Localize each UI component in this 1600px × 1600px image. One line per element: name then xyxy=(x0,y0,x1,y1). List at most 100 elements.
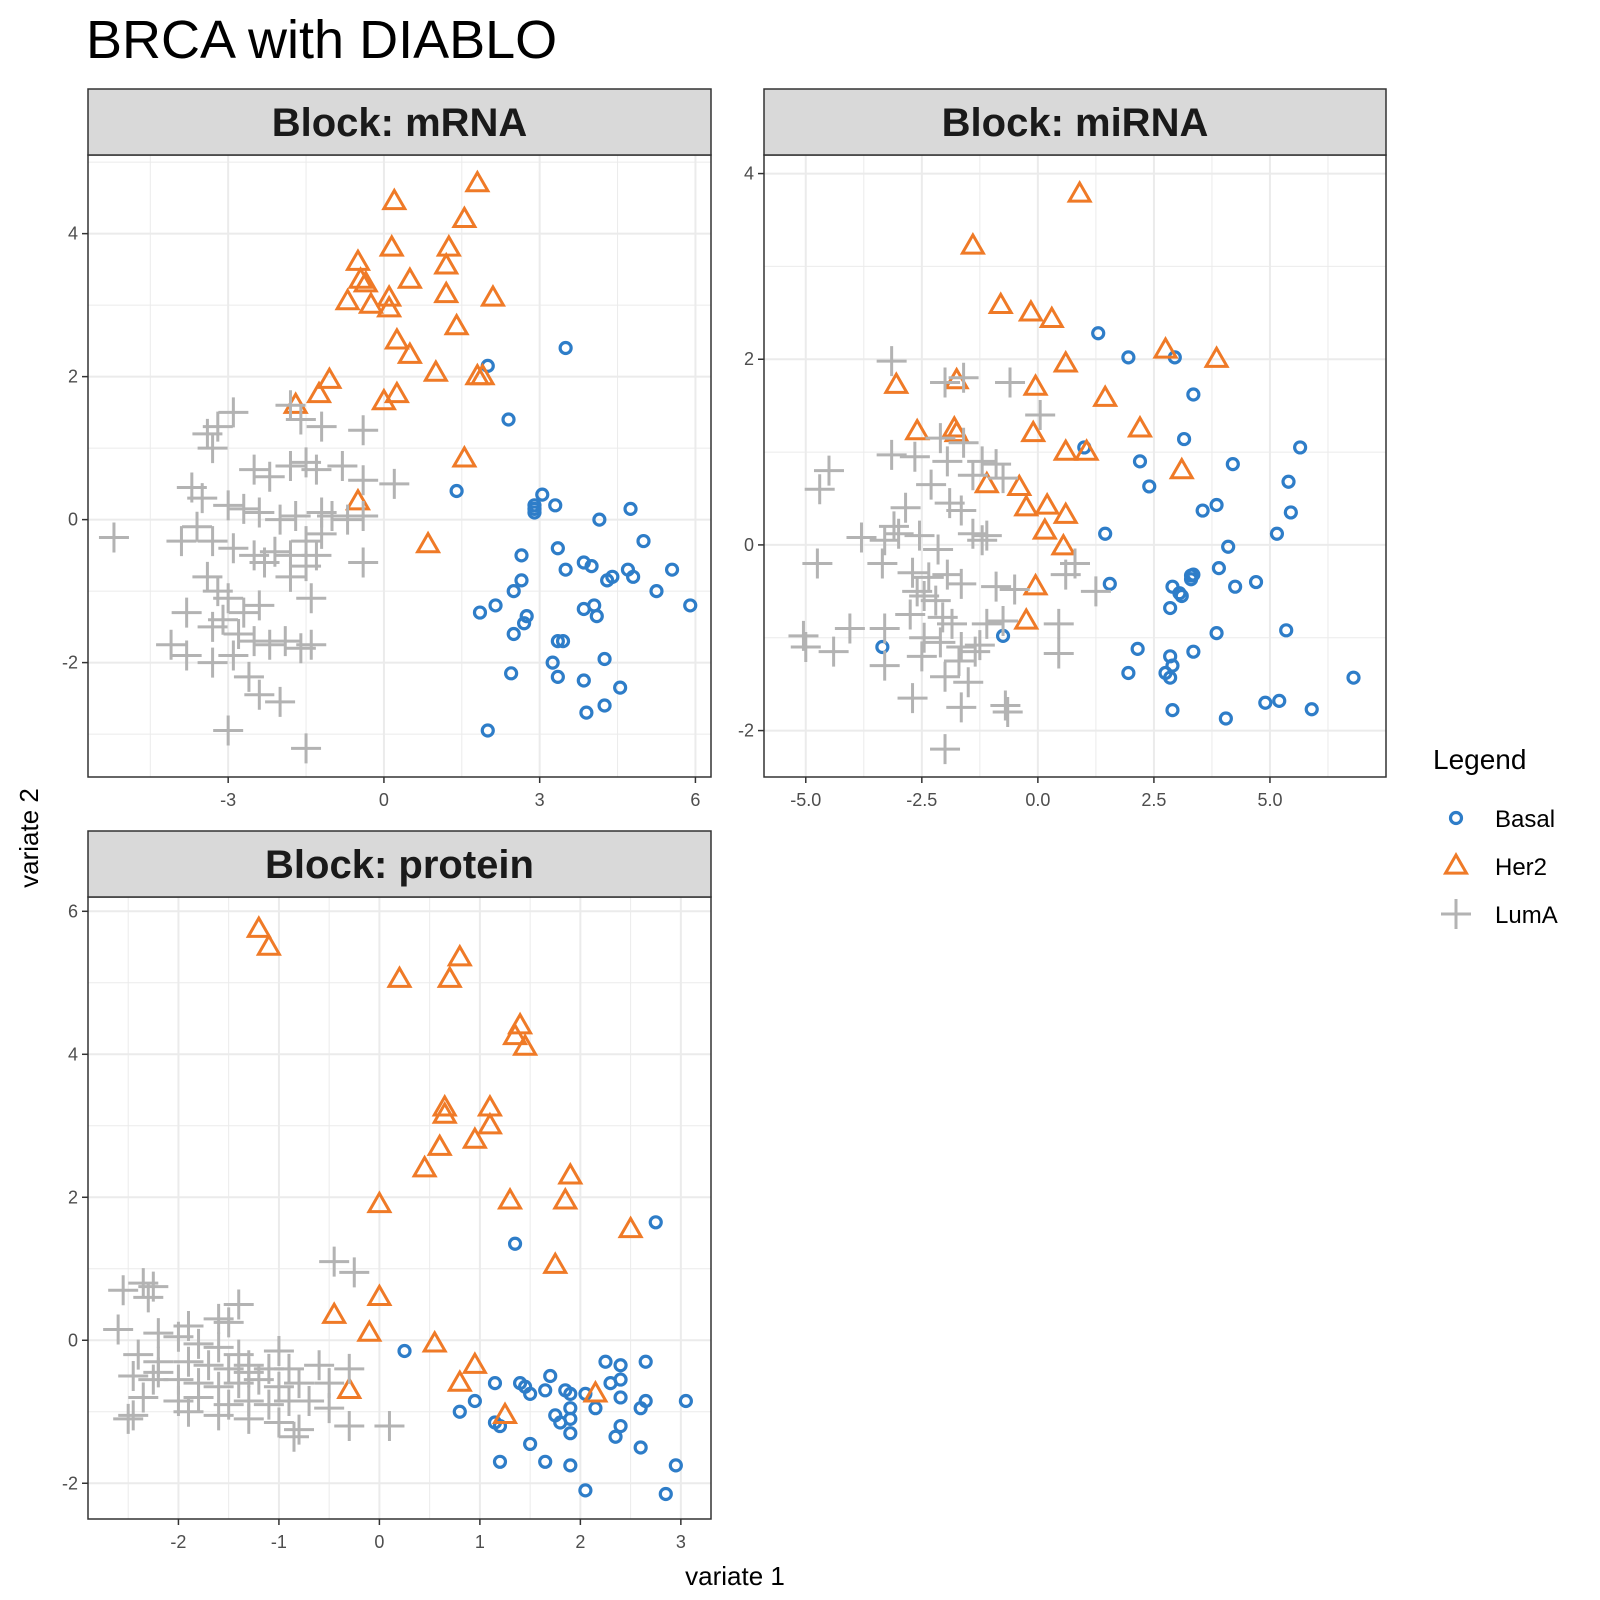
basal-point-38 xyxy=(1121,665,1136,681)
basal-point-38 xyxy=(504,666,519,681)
luma-point-42 xyxy=(253,1389,284,1420)
basal-point-10 xyxy=(527,505,542,520)
basal-point-12 xyxy=(523,1386,538,1401)
x-tick-label: -5.0 xyxy=(790,790,821,810)
luma-point-26 xyxy=(334,1353,365,1384)
luma-point-8 xyxy=(213,1307,244,1338)
basal-point-2 xyxy=(501,412,516,427)
her2-point-14 xyxy=(376,283,403,307)
her2-point-4 xyxy=(436,965,463,988)
luma-point-47 xyxy=(173,1396,204,1427)
luma-point-14 xyxy=(957,460,988,491)
basal-point-7 xyxy=(548,498,563,513)
legend: Legend Basal Her2 LumA xyxy=(1433,744,1558,929)
basal-point-11 xyxy=(1209,497,1224,513)
her2-point-29 xyxy=(415,530,442,554)
luma-point-12 xyxy=(163,1321,194,1352)
basal-point-6 xyxy=(1293,440,1308,455)
her2-point-3 xyxy=(1017,298,1044,322)
her2-point-4 xyxy=(435,233,462,257)
y-tick-label: 0 xyxy=(68,1330,78,1350)
legend-key-basal xyxy=(1448,810,1464,826)
luma-point-19 xyxy=(946,495,977,526)
her2-point-6 xyxy=(502,1022,529,1046)
basal-point-26 xyxy=(488,598,503,613)
basal-point-41 xyxy=(613,680,628,695)
luma-point-10 xyxy=(254,461,285,492)
luma-point-10 xyxy=(103,1314,134,1345)
her2-point-19 xyxy=(1168,456,1195,480)
luma-point-17 xyxy=(934,488,965,519)
luma-point-16 xyxy=(263,1335,294,1366)
panel-2: Block: protein -2 -1 0 1 2 3 -2 0 2 4 6 xyxy=(62,830,712,1552)
luma-point-48 xyxy=(203,1400,234,1431)
basal-point-9 xyxy=(543,1368,558,1384)
basal-point-10 xyxy=(487,1376,503,1391)
luma-point-48 xyxy=(171,597,202,628)
series-her2 xyxy=(245,915,644,1424)
her2-point-3 xyxy=(378,233,405,257)
basal-point-19 xyxy=(1186,567,1201,582)
luma-point-43 xyxy=(895,599,926,630)
basal-point-18 xyxy=(664,562,680,577)
luma-point-5 xyxy=(285,404,316,435)
luma-point-3 xyxy=(218,397,249,428)
basal-point-31 xyxy=(519,609,534,624)
basal-point-24 xyxy=(649,584,664,599)
luma-point-35 xyxy=(902,576,933,607)
her2-point-25 xyxy=(383,380,410,404)
luma-point-57 xyxy=(156,629,187,660)
luma-point-37 xyxy=(128,1382,159,1413)
basal-point-44 xyxy=(1218,711,1233,726)
her2-point-1 xyxy=(255,933,282,956)
luma-point-23 xyxy=(846,522,877,553)
luma-point-51 xyxy=(790,632,821,663)
luma-point-58 xyxy=(960,636,991,667)
her2-point-1 xyxy=(959,231,986,255)
luma-point-61 xyxy=(930,661,961,692)
series-basal xyxy=(449,340,698,738)
y-tick-label: 2 xyxy=(68,1187,78,1207)
luma-point-49 xyxy=(834,613,865,644)
basal-point-16 xyxy=(1269,526,1285,541)
luma-point-32 xyxy=(913,562,944,593)
panel-background xyxy=(764,155,1386,777)
basal-point-11 xyxy=(603,1376,618,1391)
luma-point-42 xyxy=(213,583,244,614)
basal-point-28 xyxy=(1209,626,1224,641)
her2-point-11 xyxy=(476,1111,503,1135)
y-tick-label: 4 xyxy=(68,224,78,244)
basal-point-3 xyxy=(449,483,464,499)
basal-point-25 xyxy=(472,605,488,620)
luma-point-47 xyxy=(988,606,1019,637)
luma-point-38 xyxy=(306,518,337,549)
luma-point-44 xyxy=(244,590,275,621)
her2-point-6 xyxy=(344,248,372,271)
x-tick-label: -2.5 xyxy=(906,790,937,810)
luma-point-66 xyxy=(992,697,1023,728)
luma-point-3 xyxy=(948,362,979,393)
series-her2 xyxy=(883,179,1230,630)
basal-point-14 xyxy=(1221,539,1236,554)
luma-point-57 xyxy=(943,645,974,676)
her2-point-16 xyxy=(496,1186,524,1210)
x-axis-title: variate 1 xyxy=(685,1561,785,1591)
basal-point-32 xyxy=(516,616,532,631)
her2-point-23 xyxy=(1034,491,1061,515)
luma-point-60 xyxy=(869,650,900,681)
her2-point-12 xyxy=(461,1126,488,1149)
luma-point-54 xyxy=(113,1403,144,1434)
luma-point-9 xyxy=(932,446,963,477)
luma-point-36 xyxy=(909,580,940,611)
basal-point-35 xyxy=(492,1454,508,1469)
basal-point-15 xyxy=(1098,526,1113,541)
luma-point-67 xyxy=(1043,638,1074,669)
luma-point-65 xyxy=(990,690,1021,721)
basal-point-23 xyxy=(506,584,521,599)
x-tick-label: -1 xyxy=(271,1532,287,1552)
basal-point-13 xyxy=(514,548,529,563)
luma-point-39 xyxy=(999,574,1030,605)
her2-point-2 xyxy=(451,205,478,228)
luma-point-63 xyxy=(265,686,296,717)
basal-point-12 xyxy=(550,541,565,556)
